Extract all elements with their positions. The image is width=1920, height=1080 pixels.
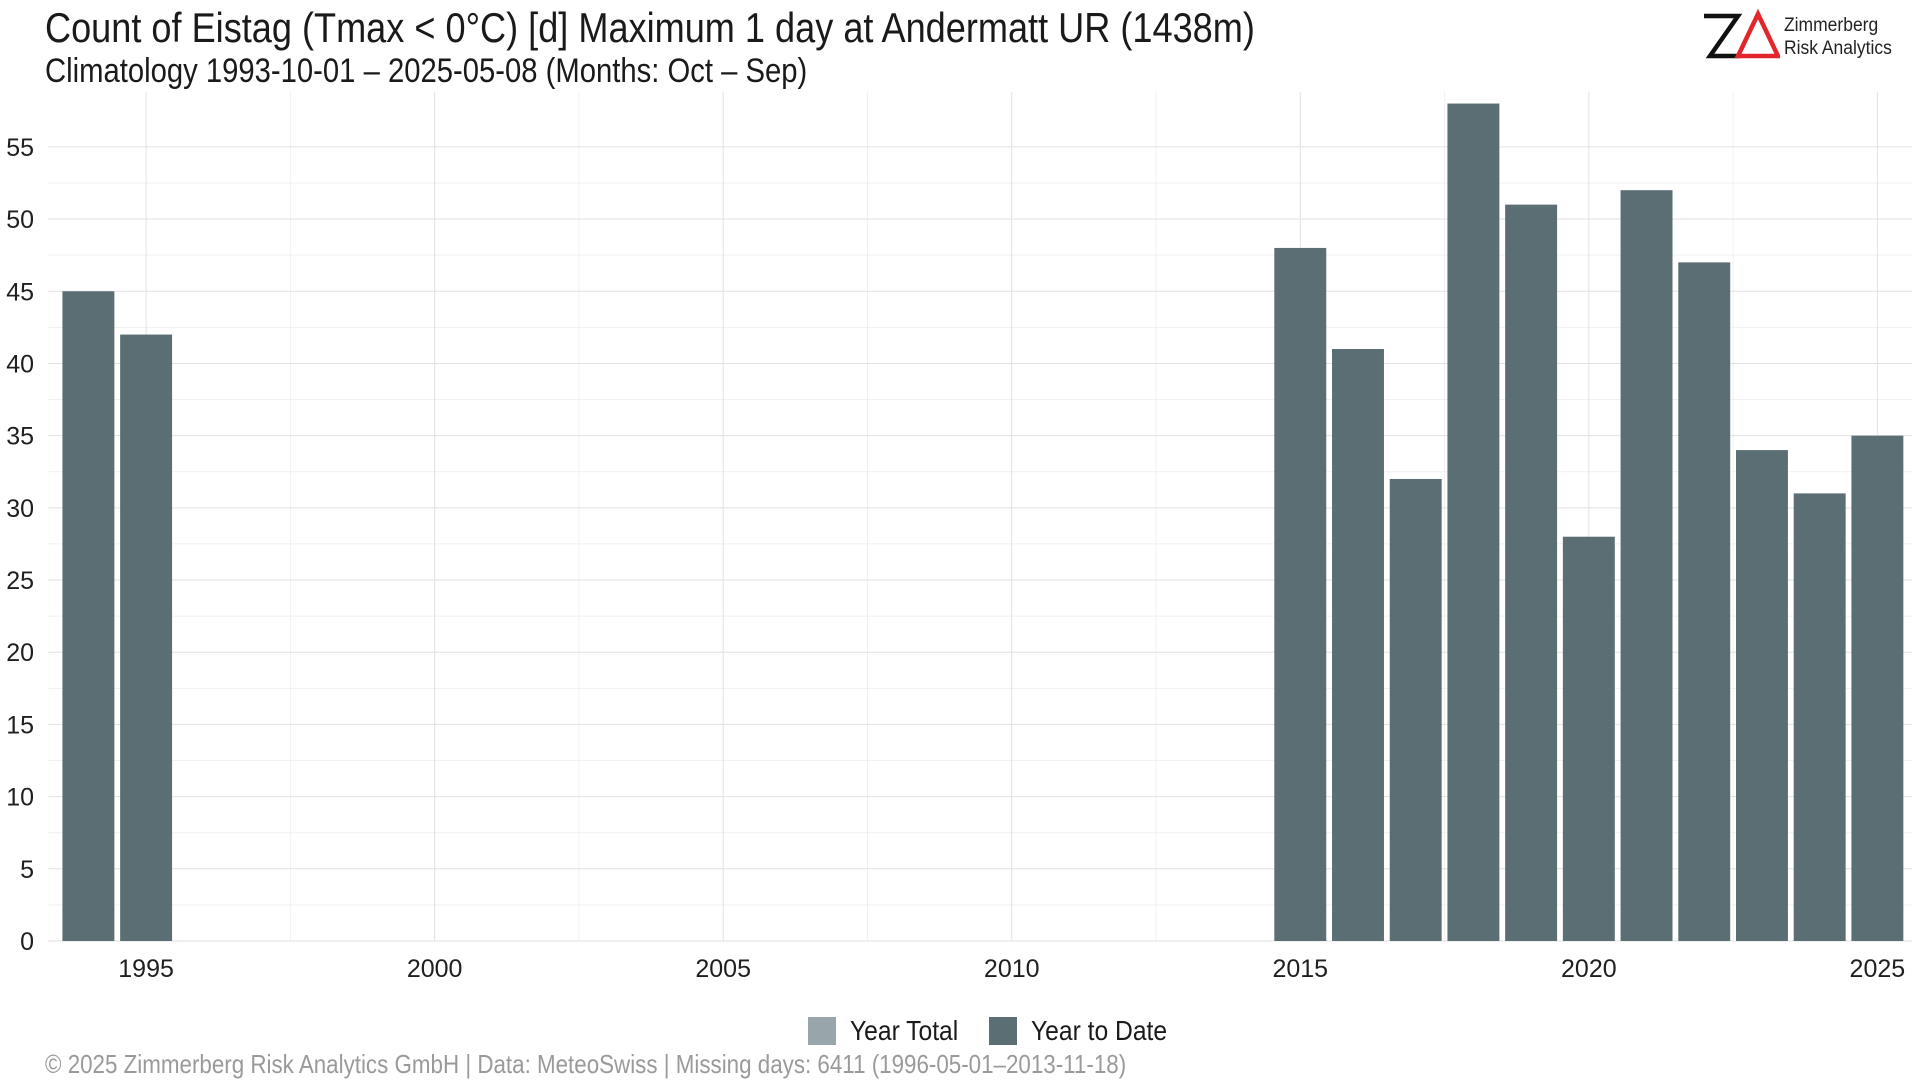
bar-2022 — [1678, 262, 1731, 941]
x-tick-label: 2010 — [984, 955, 1040, 983]
logo-text: Zimmerberg Risk Analytics — [1784, 14, 1901, 60]
y-tick-label: 5 — [20, 856, 34, 884]
y-tick-label: 20 — [6, 639, 34, 667]
bar-2023 — [1735, 450, 1788, 941]
y-tick-label: 25 — [6, 567, 34, 595]
y-tick-label: 15 — [6, 711, 34, 739]
legend-swatch-year-total — [808, 1017, 836, 1045]
y-tick-label: 50 — [6, 206, 34, 234]
y-tick-label: 30 — [6, 495, 34, 523]
bar-2018 — [1447, 103, 1500, 941]
y-tick-label: 40 — [6, 350, 34, 378]
y-tick-label: 55 — [6, 134, 34, 162]
x-tick-label: 2000 — [407, 955, 463, 983]
logo-line-2: Risk Analytics — [1784, 38, 1892, 59]
x-tick-label: 2005 — [695, 955, 751, 983]
y-tick-label: 0 — [20, 928, 34, 956]
bar-2020 — [1562, 536, 1615, 941]
y-tick-label: 10 — [6, 784, 34, 812]
bar-1995 — [120, 334, 173, 942]
y-tick-label: 45 — [6, 278, 34, 306]
bar-2025 — [1851, 435, 1904, 941]
bar-2017 — [1389, 478, 1442, 941]
x-tick-label: 2025 — [1850, 955, 1906, 983]
chart-subtitle: Climatology 1993-10-01 – 2025-05-08 (Mon… — [45, 52, 808, 90]
x-tick-label: 1995 — [118, 955, 174, 983]
logo-line-1: Zimmerberg — [1784, 15, 1879, 36]
chart-title: Count of Eistag (Tmax < 0°C) [d] Maximum… — [45, 4, 1255, 51]
legend-swatch-year-to-date — [989, 1017, 1017, 1045]
x-tick-label: 2020 — [1561, 955, 1617, 983]
legend-item-year-to-date: Year to Date — [989, 1015, 1186, 1047]
bar-2019 — [1505, 204, 1558, 942]
footer-credits: © 2025 Zimmerberg Risk Analytics GmbH | … — [45, 1049, 1127, 1079]
legend: Year Total Year to Date — [808, 1015, 1202, 1047]
logo-mark-icon — [1704, 8, 1782, 59]
legend-label-year-to-date: Year to Date — [1031, 1015, 1168, 1046]
bar-2015 — [1274, 247, 1327, 941]
bar-2016 — [1332, 349, 1384, 941]
legend-item-year-total: Year Total — [808, 1015, 973, 1047]
y-tick-label: 35 — [6, 423, 34, 451]
bar-2024 — [1793, 493, 1846, 941]
legend-label-year-total: Year Total — [850, 1015, 959, 1046]
x-tick-label: 2015 — [1272, 955, 1328, 983]
bar-2021 — [1620, 190, 1673, 942]
bar-1994 — [62, 291, 115, 941]
company-logo: Zimmerberg Risk Analytics — [1700, 8, 1900, 64]
